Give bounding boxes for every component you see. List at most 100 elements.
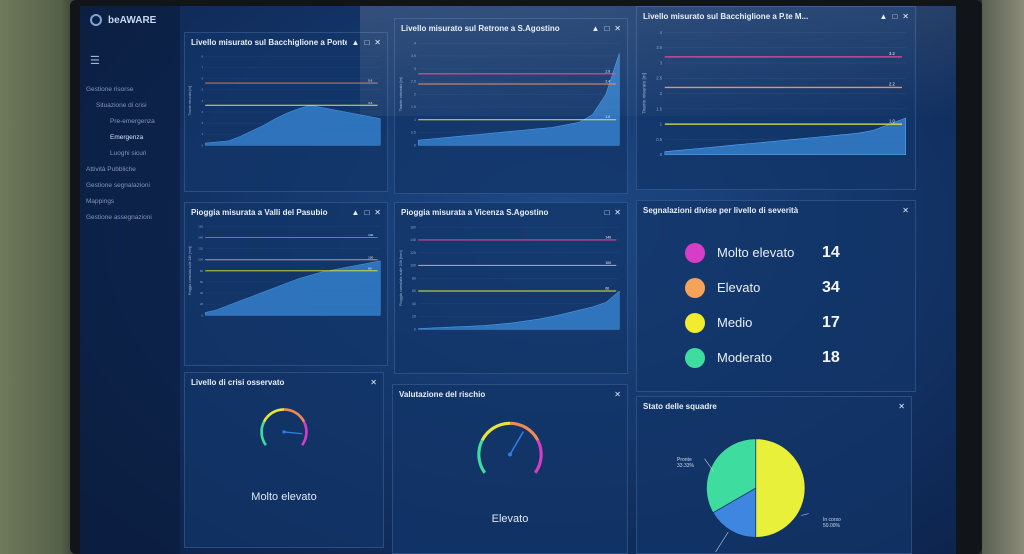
- close-icon[interactable]: ✕: [374, 207, 381, 217]
- expand-icon[interactable]: □: [604, 23, 610, 33]
- panel-valutazione-rischio: Valutazione del rischio ✕ Elevato: [392, 384, 628, 554]
- sidebar-item[interactable]: Situazione di crisi: [96, 102, 147, 109]
- y-tick-label: 60: [412, 289, 416, 293]
- panel-livello-retrone: Livello misurato sul Retrone a S.Agostin…: [394, 18, 628, 194]
- close-icon[interactable]: ✕: [614, 389, 621, 399]
- pie-slice[interactable]: [755, 438, 806, 538]
- sidebar-item[interactable]: Mappings: [86, 198, 115, 205]
- panel-header: Livello misurato sul Retrone a S.Agostin…: [395, 19, 627, 37]
- y-tick-label: 0: [660, 152, 663, 157]
- panel-header: Valutazione del rischio ✕: [393, 385, 627, 403]
- y-tick-label: 160: [410, 225, 416, 229]
- gauge-hub: [282, 430, 286, 434]
- threshold-label: 100: [368, 255, 373, 259]
- pie-leader-line: [715, 531, 729, 552]
- panel-title: Segnalazioni divise per livello di sever…: [643, 205, 799, 215]
- panel-header: Segnalazioni divise per livello di sever…: [637, 201, 915, 219]
- expand-icon[interactable]: □: [604, 207, 610, 217]
- expand-icon[interactable]: □: [892, 11, 898, 21]
- pie-slice-percent: 50.00%: [823, 523, 840, 529]
- pie-leader-line: [704, 458, 714, 472]
- expand-icon[interactable]: □: [364, 37, 370, 47]
- sidebar: beAWARE ☰ Gestione risorse Situazione di …: [80, 6, 180, 554]
- y-tick-label: 40: [200, 291, 204, 295]
- y-tick-label: 1: [201, 132, 203, 136]
- threshold-label: 3.2: [889, 51, 895, 56]
- sidebar-item[interactable]: Gestione segnalazioni: [86, 182, 150, 189]
- pie-slice-label: In corso 50.00%: [823, 517, 841, 529]
- y-tick-label: 80: [200, 269, 204, 273]
- severity-count: 17: [822, 313, 840, 331]
- severity-row[interactable]: Moderato 18: [685, 340, 905, 375]
- threshold-label: 5.6: [368, 79, 373, 83]
- panel-title: Stato delle squadre: [643, 401, 717, 411]
- chart-pioggia-valli: Pioggia cumulata sulle 24h [mm] 0 20 40 60 80…: [188, 224, 381, 317]
- sidebar-item[interactable]: Emergenza: [110, 134, 144, 141]
- gauge-hub: [508, 452, 512, 457]
- panel-header: Pioggia misurata a Vicenza S.Agostino □ …: [395, 203, 627, 221]
- severity-row[interactable]: Molto elevato 14: [685, 235, 905, 270]
- y-tick-label: 0.5: [656, 137, 662, 142]
- panel-stato-squadre: Stato delle squadre ✕ In corso50.00%Fuor…: [636, 396, 912, 554]
- close-icon[interactable]: ✕: [614, 207, 621, 217]
- gauge-arc-segment: [283, 408, 306, 423]
- close-icon[interactable]: ✕: [614, 23, 621, 33]
- y-tick-label: 3: [201, 110, 203, 114]
- y-axis-label: Tirante misurato [m]: [641, 73, 646, 114]
- panel-livello-bacchiglione-ponte: Livello misurato sul Bacchiglione a Pont…: [184, 32, 388, 192]
- app-name: beAWARE: [108, 14, 157, 26]
- threshold-label: 2.2: [889, 82, 895, 87]
- sidebar-item[interactable]: Pre-emergenza: [110, 118, 155, 125]
- chart-pioggia-vicenza: Pioggia cumulata sulle 24h [mm] 0 20 40 60 80…: [399, 225, 620, 331]
- y-axis-label: Tirante misurato [m]: [399, 77, 403, 111]
- gauge-needle: [283, 431, 303, 435]
- panel-header: Livello di crisi osservato ✕: [185, 373, 383, 391]
- panel-header: Livello misurato sul Bacchiglione a Pont…: [185, 33, 387, 51]
- hamburger-menu-icon[interactable]: ☰: [90, 55, 100, 67]
- severity-row[interactable]: Elevato 34: [685, 270, 905, 305]
- alert-icon[interactable]: ▲: [591, 23, 600, 33]
- expand-icon[interactable]: □: [364, 207, 370, 217]
- alert-icon[interactable]: ▲: [879, 11, 888, 21]
- alert-icon[interactable]: ▲: [351, 37, 360, 47]
- pie-slice-name: In corso: [823, 517, 841, 523]
- y-axis-label: Pioggia cumulata sulle 24h [mm]: [188, 246, 192, 295]
- y-tick-label: 100: [410, 264, 416, 268]
- pie-leader-line: [801, 513, 809, 516]
- y-tick-label: 160: [198, 224, 203, 228]
- threshold-label: 1.0: [889, 118, 895, 123]
- pie-slice[interactable]: [712, 487, 757, 538]
- close-icon[interactable]: ✕: [370, 377, 377, 387]
- close-icon[interactable]: ✕: [902, 11, 909, 21]
- chart-livello-bacchiglione-ponte: Tirante misurato [m] 0 1 2 3 4 5 6 7 8 5.6 3.6: [188, 54, 381, 147]
- y-tick-label: 80: [412, 276, 416, 280]
- panel-segnalazioni-severita: Segnalazioni divise per livello di sever…: [636, 200, 916, 392]
- close-icon[interactable]: ✕: [374, 37, 381, 47]
- close-icon[interactable]: ✕: [898, 401, 905, 411]
- threshold-label: 2.8: [605, 69, 610, 73]
- sidebar-item[interactable]: Gestione risorse: [86, 86, 134, 93]
- sidebar-item[interactable]: Attività Pubbliche: [86, 166, 136, 173]
- background-wall: [982, 0, 1024, 554]
- y-tick-label: 4: [201, 99, 203, 103]
- y-tick-label: 120: [410, 251, 416, 255]
- y-tick-label: 0.5: [411, 131, 416, 135]
- pie-slice[interactable]: [706, 438, 757, 514]
- panel-header: Stato delle squadre ✕: [637, 397, 911, 415]
- sidebar-item[interactable]: Luoghi sicuri: [110, 150, 147, 157]
- sidebar-item[interactable]: Gestione assegnazioni: [86, 214, 152, 221]
- severity-dot-icon: [685, 347, 705, 368]
- y-tick-label: 2: [414, 92, 416, 96]
- y-tick-label: 1.5: [411, 105, 416, 109]
- y-axis-label: Tirante misurato [m]: [188, 86, 192, 116]
- dashboard-screen: beAWARE ☰ Gestione risorse Situazione di …: [80, 6, 956, 554]
- panel-title: Livello misurato sul Bacchiglione a P.te…: [643, 11, 809, 21]
- severity-dot-icon: [685, 242, 705, 263]
- severity-row[interactable]: Medio 17: [685, 305, 905, 340]
- close-icon[interactable]: ✕: [902, 205, 909, 215]
- y-tick-label: 3.5: [411, 54, 416, 58]
- alert-icon[interactable]: ▲: [351, 207, 360, 217]
- brand[interactable]: beAWARE: [90, 14, 156, 26]
- series-area: [204, 105, 381, 146]
- y-tick-label: 20: [412, 315, 416, 319]
